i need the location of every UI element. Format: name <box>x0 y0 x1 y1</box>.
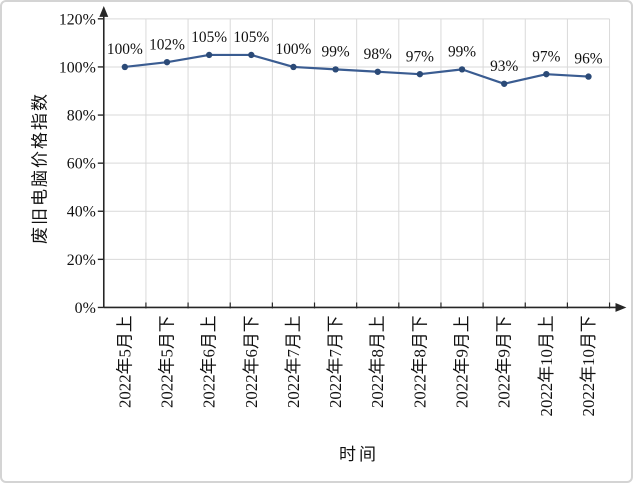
x-tick-label: 2022年8月下 <box>410 315 429 408</box>
data-point <box>205 51 213 59</box>
data-label: 97% <box>406 48 434 65</box>
data-label: 96% <box>574 51 602 68</box>
y-tick-label: 20% <box>67 252 96 269</box>
data-point <box>248 51 255 59</box>
data-label: 100% <box>276 41 312 58</box>
data-point <box>585 73 592 80</box>
x-tick-label: 2022年10月下 <box>579 315 598 416</box>
y-tick-label: 120% <box>59 11 96 28</box>
data-point <box>501 80 508 87</box>
data-label: 105% <box>233 29 269 46</box>
x-tick-label: 2022年9月下 <box>495 315 514 408</box>
data-label: 100% <box>107 41 143 58</box>
data-label: 97% <box>532 48 560 65</box>
price-index-line <box>123 53 590 85</box>
data-label: 99% <box>448 43 476 60</box>
y-tick-label: 0% <box>75 300 96 317</box>
data-label: 105% <box>191 29 227 46</box>
x-tick-label: 2022年6月上 <box>200 315 219 408</box>
x-tick-label: 2022年7月下 <box>326 315 345 408</box>
data-point <box>163 58 171 66</box>
data-point <box>416 70 424 78</box>
data-point <box>543 70 550 78</box>
y-axis-title: 废旧电脑价格指数 <box>30 92 50 244</box>
y-tick-label: 40% <box>67 204 96 221</box>
x-tick-label: 2022年10月上 <box>537 315 556 416</box>
data-label: 99% <box>322 43 350 60</box>
y-tick-label: 60% <box>67 156 96 173</box>
data-point <box>458 66 466 73</box>
data-point <box>374 68 381 75</box>
x-tick-label: 2022年6月下 <box>242 315 261 408</box>
y-tick-label: 100% <box>59 59 96 76</box>
data-point <box>121 63 129 71</box>
data-point <box>332 66 339 73</box>
data-label: 93% <box>490 58 518 75</box>
x-tick-label: 2022年5月下 <box>157 315 176 408</box>
y-tick-label: 80% <box>67 108 96 125</box>
x-tick-label: 2022年7月上 <box>284 315 303 408</box>
x-tick-label: 2022年8月上 <box>368 315 387 408</box>
x-axis-title: 时间 <box>339 445 379 464</box>
data-label: 102% <box>149 36 185 53</box>
x-axis-arrow-icon <box>615 302 627 312</box>
y-axis-arrow-icon <box>99 5 109 17</box>
data-point <box>290 63 297 71</box>
x-tick-label: 2022年9月上 <box>453 315 472 408</box>
data-label: 98% <box>364 46 392 63</box>
x-tick-label: 2022年5月上 <box>115 315 134 408</box>
